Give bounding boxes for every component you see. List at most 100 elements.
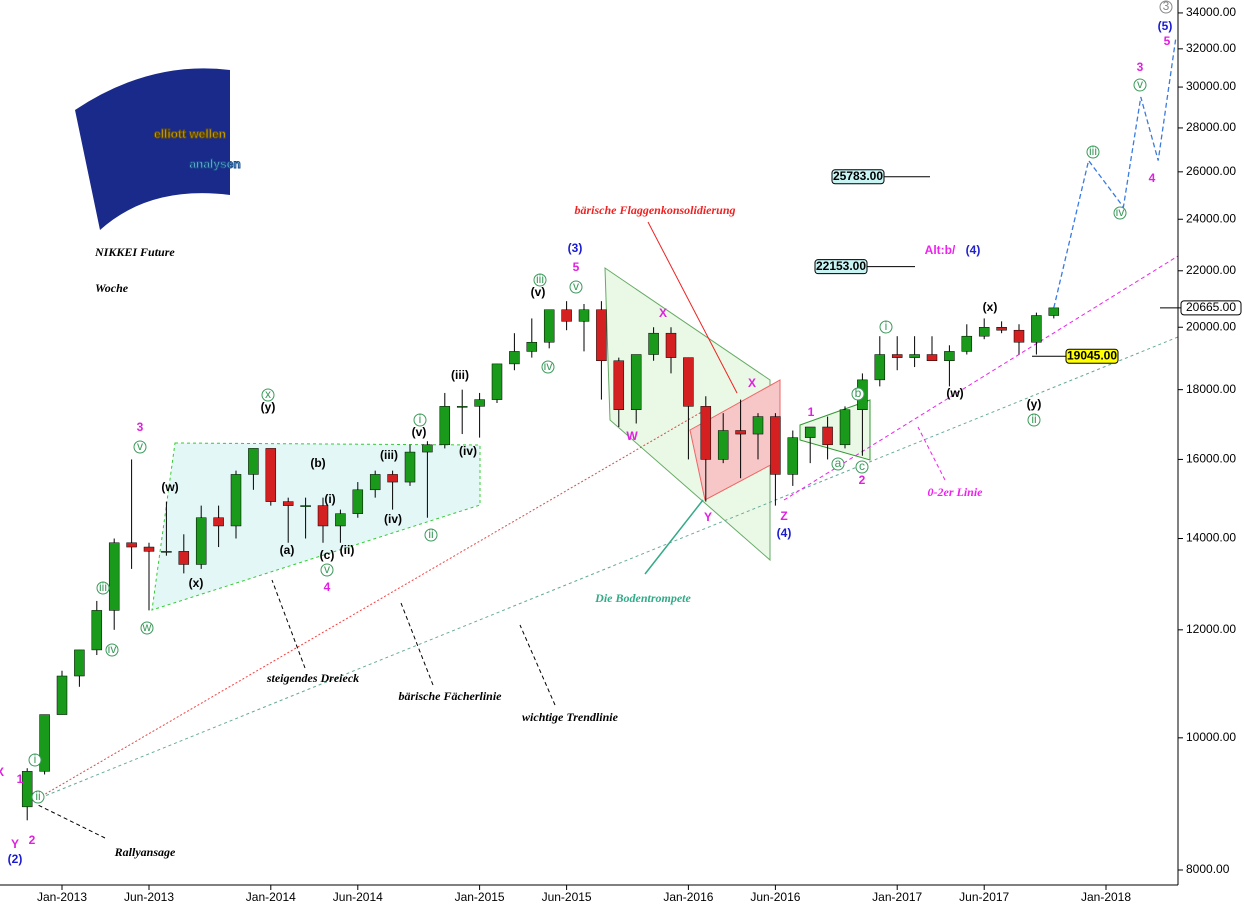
wave-circle [541, 360, 555, 374]
candle-body [439, 406, 451, 446]
candle-body [596, 309, 607, 361]
candle-body [787, 437, 799, 475]
wave-label: 2 [29, 833, 36, 847]
chart-title: NIKKEI Future [94, 245, 175, 259]
wave-label: iv [108, 642, 117, 656]
wave-label: (v) [531, 285, 546, 299]
trendline [34, 336, 1179, 801]
wave-label: (a) [280, 543, 295, 557]
candle-body [369, 474, 381, 491]
candle-body [700, 406, 712, 460]
candle-body [996, 326, 1007, 331]
wave-label: 5 [573, 260, 580, 274]
x-tick-label: Jun-2013 [124, 890, 174, 904]
fan-line [34, 409, 706, 801]
y-tick-label: 24000.00 [1186, 211, 1236, 225]
wave-label: v [137, 439, 143, 453]
level-box [814, 259, 868, 275]
candle-body [1048, 307, 1060, 316]
wave-label: (3) [568, 241, 583, 255]
wave-label: (x) [189, 576, 204, 590]
wave-label: (y) [261, 400, 276, 414]
x-tick-label: Jun-2017 [959, 890, 1009, 904]
candle-body [543, 309, 555, 343]
annotation: Rallyansage [114, 845, 176, 859]
y-tick-label: 16000.00 [1186, 452, 1236, 466]
candle-body [978, 326, 990, 337]
wave-label: (b) [310, 456, 325, 470]
y-tick-label: 30000.00 [1186, 79, 1236, 93]
wave-circle [413, 413, 427, 427]
arrow [644, 499, 704, 575]
y-tick-label: 8000.00 [1186, 862, 1230, 876]
wave-label: (iii) [380, 448, 398, 462]
x-tick-label: Jun-2016 [750, 890, 800, 904]
candle-body [491, 363, 503, 400]
wave-label: (iv) [384, 512, 402, 526]
wave-label: 1 [808, 405, 815, 419]
level-label: 25783.00 [833, 169, 883, 183]
x-tick-label: Jan-2017 [872, 890, 922, 904]
candle-body [770, 416, 781, 475]
y-tick-label: 20000.00 [1186, 319, 1236, 333]
x-tick-label: Jan-2016 [663, 890, 713, 904]
wave-circle [1113, 206, 1127, 220]
wave-label: (ii) [340, 543, 355, 557]
candle-body [91, 610, 103, 651]
wave-circle [879, 320, 893, 334]
level-box [831, 169, 885, 185]
wave-label: X [0, 765, 4, 779]
wave-circle [851, 387, 865, 401]
wave-circle [140, 621, 154, 635]
candle-body [143, 546, 155, 552]
candle-body [213, 517, 224, 527]
annotation: bärische Flaggenkonsolidierung [574, 203, 735, 217]
wave-label: i [34, 752, 37, 766]
candle-body [161, 551, 172, 553]
level-box [1065, 348, 1119, 364]
candle-body [108, 542, 120, 611]
wave-label: 4 [324, 580, 331, 594]
candle-body [21, 771, 33, 808]
wave-label: c [859, 459, 865, 473]
x-tick-label: Jan-2015 [455, 890, 505, 904]
x-tick-label: Jan-2014 [246, 890, 296, 904]
candle-body [665, 332, 677, 358]
candle-body [874, 354, 886, 381]
candle-body [126, 542, 137, 548]
y-tick-label: 26000.00 [1186, 164, 1236, 178]
wave-label: (i) [324, 492, 335, 506]
wave-circle [1133, 78, 1147, 92]
candle-body [804, 426, 816, 438]
chart-subtitle: Woche [95, 281, 129, 295]
candle-body [683, 357, 694, 407]
wave-label: (2) [8, 852, 23, 866]
y-tick-label: 14000.00 [1186, 531, 1236, 545]
candle-body [526, 341, 538, 352]
x-tick-label: Jan-2018 [1081, 890, 1131, 904]
wave-circle [569, 280, 583, 294]
wave-label: 3 [1137, 60, 1144, 74]
wave-label: 2 [859, 473, 866, 487]
candle-body [230, 474, 242, 527]
wave-label: (iii) [451, 368, 469, 382]
zero-two-line [783, 255, 1179, 501]
wave-label: (5) [1158, 19, 1173, 33]
candle-body [39, 714, 50, 772]
candle-body [630, 354, 642, 410]
candle-body [961, 335, 973, 352]
candle-body [926, 354, 938, 361]
y-tick-label: 34000.00 [1186, 5, 1236, 19]
wave-label: X [748, 376, 756, 390]
candle-body [265, 448, 277, 502]
wave-circle [1027, 413, 1041, 427]
wave-circle [1086, 145, 1100, 159]
wave-label: 4 [1149, 171, 1156, 185]
wave-label: Y [11, 837, 19, 851]
candle-body [909, 354, 920, 358]
wave-label: (iv) [459, 444, 477, 458]
flag-small [799, 399, 871, 461]
annotation: 0-2er Linie [928, 485, 984, 499]
wave-label: w [142, 620, 152, 634]
wave-label: (v) [412, 425, 427, 439]
